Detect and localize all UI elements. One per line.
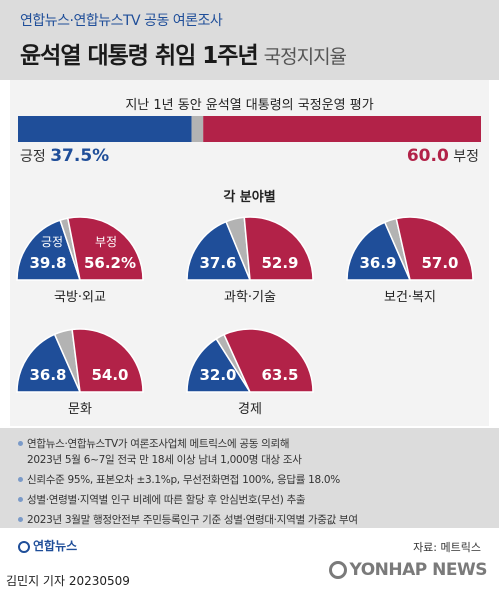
overall-positive-name: 긍정: [20, 149, 46, 165]
note-item: 2023년 3월말 행정안전부 주민등록인구 기준 성별·연령대·지역별 가중값…: [18, 512, 358, 527]
semi-positive-slice: [16, 333, 82, 393]
overall-chart-title: 지난 1년 동안 윤석열 대통령의 국정운영 평가: [125, 98, 374, 113]
semi-positive-value: 39.8: [29, 254, 66, 272]
note-text: 2023년 3월말 행정안전부 주민등록인구 기준 성별·연령대·지역별 가중값…: [27, 514, 358, 526]
header: 연합뉴스·연합뉴스TV 공동 여론조사 윤석열 대통령 취임 1주년 국정지지율: [0, 0, 499, 80]
title-sub: 국정지지율: [263, 46, 347, 68]
note-item: 2023년 5월 6~7일 전국 만 18세 이상 남녀 1,000명 대상 조…: [27, 452, 302, 467]
semi-negative-value: 57.0: [421, 254, 458, 272]
semi-positive-slice: [186, 220, 252, 281]
note-item: 연합뉴스·연합뉴스TV가 여론조사업체 메트릭스에 공동 의뢰해: [18, 436, 289, 451]
semi-negative-slice: [223, 328, 314, 393]
page-title: 윤석열 대통령 취임 1주년 국정지지율: [20, 36, 347, 70]
yonhap-watermark: YONHAP NEWS: [328, 560, 488, 580]
semi-negative-slice: [395, 216, 474, 281]
semi-category-label: 경제: [238, 402, 262, 417]
semi-positive-value: 36.9: [359, 254, 396, 272]
semi-positive-value: 37.6: [199, 254, 236, 272]
semi-positive-name: 긍정: [41, 235, 63, 249]
overall-negative-value: 60.0: [406, 146, 449, 166]
overall-positive-bar: [18, 116, 192, 142]
note-item: 성별·연령별·지역별 인구 비례에 따른 할당 후 안심번호(무선) 추출: [18, 492, 306, 507]
by-field-title: 각 분야별: [223, 190, 276, 205]
semi-negative-name: 부정: [95, 235, 117, 249]
semi-positive-slice: [186, 337, 252, 393]
semi-negative-value: 54.0: [91, 366, 128, 384]
source-credit: 자료: 메트릭스: [413, 541, 481, 554]
semi-positive-value: 32.0: [199, 366, 236, 384]
semi-category-label: 국방·외교: [54, 290, 106, 305]
bullet-icon: [18, 496, 23, 502]
semi-negative-slice: [71, 328, 144, 393]
by-field-charts: 긍정 부정 39.8 56.2% 37.6 52.9 36.9 57.0 36.8 54.0 32.…: [16, 216, 474, 393]
overall-negative-label: 60.0 부정: [407, 146, 479, 166]
overall-negative-bar: [203, 116, 481, 142]
semi-negative-value: 56.2%: [84, 254, 136, 272]
yonhap-logo: 연합뉴스: [18, 537, 77, 554]
semi-negative-slice: [243, 216, 314, 281]
watermark-text: YONHAP NEWS: [349, 560, 488, 580]
semi-positive-value: 36.8: [29, 366, 66, 384]
overall-negative-name: 부정: [453, 149, 479, 165]
note-text: 신뢰수준 95%, 표본오차 ±3.1%p, 무선전화면접 100%, 응답률 …: [27, 474, 340, 486]
bullet-icon: [18, 516, 23, 522]
note-item: 신뢰수준 95%, 표본오차 ±3.1%p, 무선전화면접 100%, 응답률 …: [18, 472, 340, 487]
bullet-icon: [18, 476, 23, 482]
note-text: 연합뉴스·연합뉴스TV가 여론조사업체 메트릭스에 공동 의뢰해: [27, 438, 290, 450]
semi-negative-value: 52.9: [261, 254, 298, 272]
logo-mark-icon: [18, 540, 30, 553]
bullet-icon: [18, 440, 23, 446]
semi-category-label: 보건·복지: [384, 290, 436, 305]
survey-notes: 연합뉴스·연합뉴스TV가 여론조사업체 메트릭스에 공동 의뢰해 2023년 5…: [0, 428, 499, 528]
semi-positive-slice: [16, 219, 82, 281]
watermark-ring-icon: [328, 561, 347, 579]
note-text: 2023년 5월 6~7일 전국 만 18세 이상 남녀 1,000명 대상 조…: [27, 454, 302, 466]
semi-negative-slice: [66, 216, 144, 281]
overall-positive-value: 37.5%: [50, 146, 110, 166]
overall-other-bar: [191, 116, 204, 142]
overall-positive-label: 긍정 37.5%: [20, 146, 109, 166]
header-top-line: 연합뉴스·연합뉴스TV 공동 여론조사: [20, 13, 223, 29]
note-text: 성별·연령별·지역별 인구 비례에 따른 할당 후 안심번호(무선) 추출: [27, 494, 306, 506]
footer: [0, 528, 499, 595]
semi-category-label: 문화: [68, 402, 92, 417]
byline: 김민지 기자 20230509: [6, 574, 130, 588]
semi-category-label: 과학·기술: [224, 290, 276, 305]
semi-negative-value: 63.5: [261, 366, 298, 384]
title-main: 윤석열 대통령 취임 1주년: [20, 43, 259, 69]
overall-bar-chart: [18, 116, 481, 142]
semi-positive-slice: [346, 221, 412, 281]
logo-text: 연합뉴스: [33, 539, 78, 553]
